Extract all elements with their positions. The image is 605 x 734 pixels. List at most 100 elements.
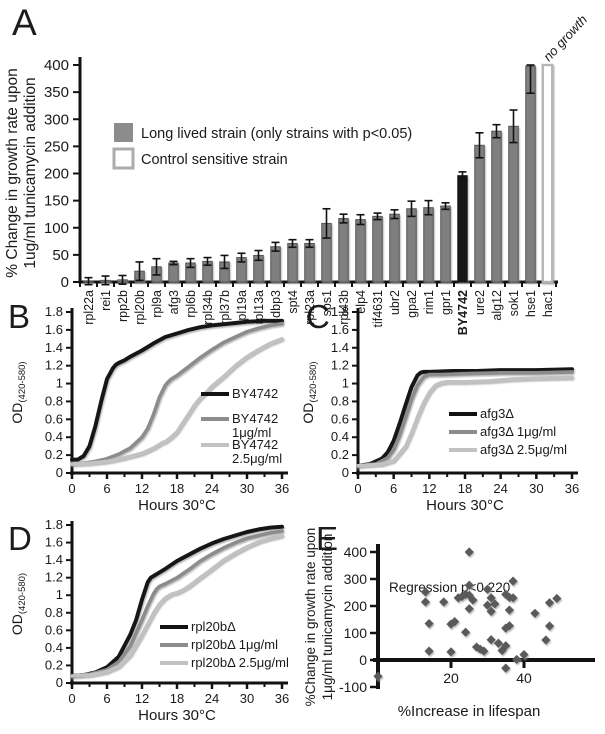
svg-text:24: 24: [205, 481, 219, 496]
svg-text:12: 12: [135, 691, 149, 706]
svg-text:0.8: 0.8: [45, 605, 63, 620]
svg-text:% Change in growth rate upon: % Change in growth rate upon: [4, 68, 21, 277]
svg-text:gpr1: gpr1: [439, 290, 453, 315]
panel-a-letter: A: [12, 2, 37, 43]
svg-text:hse1: hse1: [524, 290, 538, 317]
svg-text:hac1: hac1: [541, 290, 555, 317]
svg-text:36: 36: [275, 691, 289, 706]
svg-text:gpa2: gpa2: [405, 290, 419, 318]
svg-text:1.2: 1.2: [331, 358, 349, 373]
svg-text:0.2: 0.2: [45, 447, 63, 462]
svg-text:OD(420-580): OD(420-580): [9, 361, 28, 423]
svg-text:1.4: 1.4: [45, 552, 63, 567]
svg-text:2.5μg/ml: 2.5μg/ml: [232, 451, 282, 466]
svg-text:400: 400: [44, 57, 69, 74]
svg-text:0.8: 0.8: [45, 393, 63, 408]
svg-text:50: 50: [52, 247, 69, 264]
svg-text:ubr2: ubr2: [388, 290, 402, 315]
svg-text:6: 6: [103, 691, 110, 706]
svg-text:-100: -100: [339, 679, 367, 695]
panel-d-growth-curve-chart: 0 0.2 0.4 0.6 0.8 1 1.2 1.4 1.6 1.8 0 6 12 18 24 30 36 Ho…: [9, 517, 289, 724]
svg-text:OD(420-580): OD(420-580): [9, 573, 28, 635]
svg-text:rpl20b: rpl20b: [133, 290, 147, 325]
svg-text:1μg/ml: 1μg/ml: [232, 425, 271, 440]
svg-text:afg3Δ: afg3Δ: [480, 406, 514, 421]
svg-text:1ug/ml tunicamycin addition: 1ug/ml tunicamycin addition: [22, 77, 39, 268]
panel-c-letter: C: [306, 298, 330, 335]
panel-b-growth-curve-chart: 0 0.2 0.4 0.6 0.8 1 1.2 1.4 1.6 1.8 0 6 12 18 24 30 36 Ho…: [9, 304, 289, 514]
svg-text:sok1: sok1: [507, 290, 521, 316]
svg-text:rim1: rim1: [422, 290, 436, 314]
svg-text:400: 400: [344, 544, 368, 560]
svg-text:12: 12: [135, 481, 149, 496]
svg-text:rpl22a: rpl22a: [82, 290, 96, 325]
panel-e-scatter-chart: -100 0 100 200 300 400 20 40 Regression p<0.220%…: [303, 528, 595, 720]
svg-text:%Increase in lifespan: %Increase in lifespan: [398, 703, 541, 720]
svg-text:BY4742: BY4742: [456, 290, 470, 335]
svg-text:Regression p<0.220: Regression p<0.220: [389, 580, 510, 595]
svg-text:rpl20bΔ: rpl20bΔ: [191, 619, 236, 634]
svg-text:36: 36: [565, 481, 579, 496]
svg-text:40: 40: [516, 670, 532, 686]
svg-text:18: 18: [458, 481, 472, 496]
svg-text:350: 350: [44, 84, 69, 101]
svg-text:0: 0: [56, 675, 63, 690]
svg-text:100: 100: [344, 625, 368, 641]
svg-text:1.2: 1.2: [45, 358, 63, 373]
svg-text:0: 0: [61, 274, 69, 291]
svg-text:elp4: elp4: [354, 290, 368, 314]
svg-text:alg12: alg12: [490, 290, 504, 321]
svg-text:1.6: 1.6: [45, 535, 63, 550]
svg-text:dbp3: dbp3: [269, 290, 283, 318]
svg-text:200: 200: [44, 166, 69, 183]
svg-text:24: 24: [493, 481, 507, 496]
svg-text:1: 1: [56, 587, 63, 602]
svg-text:rpl20bΔ 1μg/ml: rpl20bΔ 1μg/ml: [191, 637, 278, 652]
svg-text:rpl19a: rpl19a: [235, 290, 249, 325]
svg-text:rpp2b: rpp2b: [116, 290, 130, 322]
svg-text:0: 0: [68, 691, 75, 706]
svg-text:Hours 30°C: Hours 30°C: [426, 497, 504, 514]
svg-text:1: 1: [56, 376, 63, 391]
panel-e-letter: E: [316, 520, 339, 557]
svg-text:300: 300: [344, 571, 368, 587]
svg-text:100: 100: [44, 220, 69, 237]
svg-text:ure2: ure2: [473, 290, 487, 315]
svg-text:1.2: 1.2: [45, 570, 63, 585]
svg-text:1: 1: [342, 376, 349, 391]
svg-text:0: 0: [56, 465, 63, 480]
svg-text:200: 200: [344, 598, 368, 614]
svg-text:OD(420-580): OD(420-580): [300, 361, 319, 423]
svg-text:1.4: 1.4: [45, 340, 63, 355]
svg-text:Hours 30°C: Hours 30°C: [138, 497, 216, 514]
svg-text:0.6: 0.6: [45, 411, 63, 426]
svg-text:BY4742: BY4742: [232, 386, 278, 401]
svg-text:BY4742: BY4742: [232, 411, 278, 426]
svg-text:no growth: no growth: [540, 12, 590, 64]
svg-text:rpl9a: rpl9a: [150, 290, 164, 318]
svg-text:afg3Δ 2.5μg/ml: afg3Δ 2.5μg/ml: [480, 442, 567, 457]
svg-text:0.6: 0.6: [331, 411, 349, 426]
svg-text:18: 18: [170, 691, 184, 706]
svg-text:150: 150: [44, 193, 69, 210]
svg-text:rpl13a: rpl13a: [252, 290, 266, 325]
svg-text:tif4631: tif4631: [371, 290, 385, 328]
svg-text:1.6: 1.6: [331, 322, 349, 337]
svg-text:30: 30: [529, 481, 543, 496]
svg-text:0.2: 0.2: [331, 447, 349, 462]
svg-text:Control sensitive strain: Control sensitive strain: [141, 152, 288, 168]
svg-text:0.4: 0.4: [45, 429, 63, 444]
svg-text:30: 30: [240, 481, 254, 496]
panel-b-letter: B: [8, 298, 31, 335]
panel-c-growth-curve-chart: 0 0.2 0.4 0.6 0.8 1 1.2 1.4 1.6 1.8 0 6 12 18 24 30 36 Ho…: [300, 304, 579, 514]
svg-text:Hours 30°C: Hours 30°C: [138, 707, 216, 724]
svg-text:24: 24: [205, 691, 219, 706]
svg-text:afg3: afg3: [167, 290, 181, 314]
svg-text:0.4: 0.4: [331, 429, 349, 444]
svg-text:20: 20: [443, 670, 459, 686]
svg-text:Long lived strain (only strain: Long lived strain (only strains with p<0…: [141, 126, 412, 142]
svg-text:rei1: rei1: [99, 290, 113, 311]
svg-text:rpl43b: rpl43b: [337, 290, 351, 325]
svg-text:rpl34b: rpl34b: [201, 290, 215, 325]
